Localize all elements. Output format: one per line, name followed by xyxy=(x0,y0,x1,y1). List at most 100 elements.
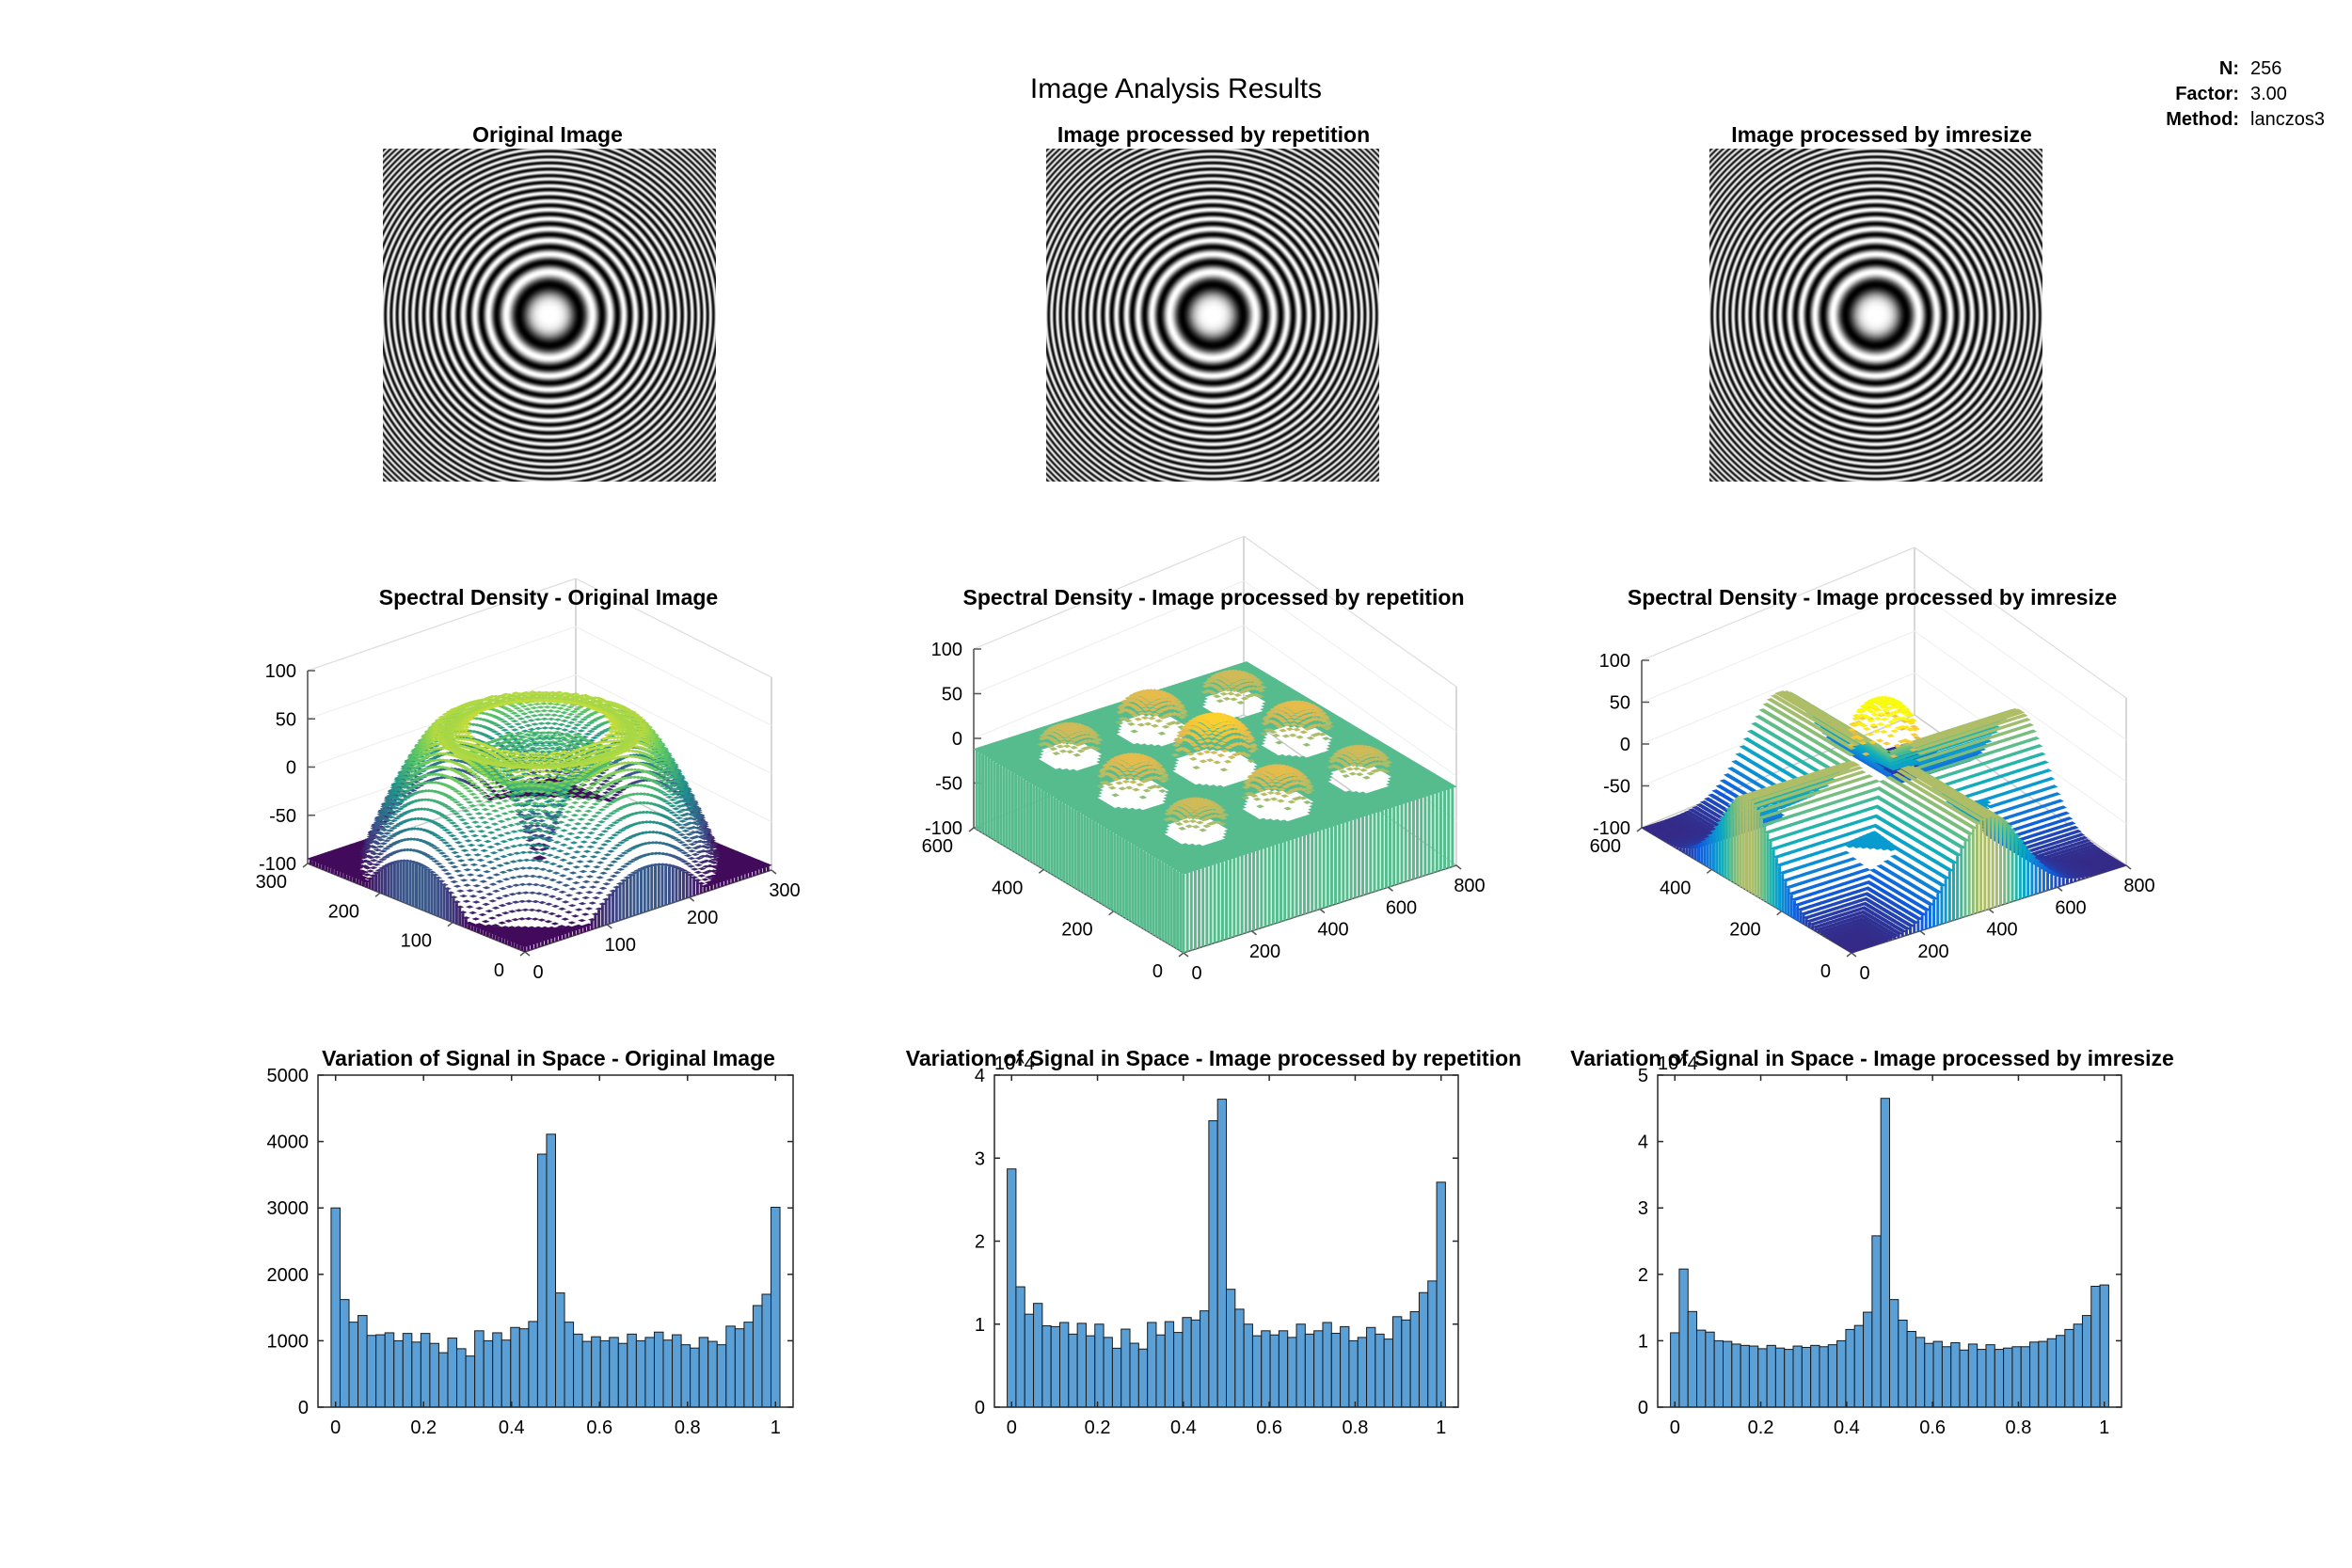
surface-cell xyxy=(691,860,700,863)
surface-cell xyxy=(600,830,610,833)
surface-cell xyxy=(447,847,456,851)
surface-cell xyxy=(556,714,565,718)
surface-cell xyxy=(541,893,550,896)
surface-cell xyxy=(438,826,448,830)
surface-cell xyxy=(529,858,538,863)
x-tick xyxy=(689,896,695,902)
surface-cell xyxy=(532,882,541,887)
surface-cell xyxy=(580,813,590,817)
surface-cell xyxy=(578,918,586,923)
surface-cell xyxy=(519,850,528,854)
surface-cell xyxy=(519,705,529,708)
surface-cell xyxy=(462,798,471,801)
surface-cell xyxy=(497,819,506,823)
surface-cell xyxy=(545,743,554,748)
surface-cell xyxy=(565,847,575,850)
surface-cell xyxy=(581,895,591,900)
zone-plate-image-2 xyxy=(1709,149,2042,482)
surface-cell xyxy=(489,851,499,855)
surface-cell xyxy=(378,858,388,862)
surface-cell xyxy=(574,809,582,813)
y-tick-label: 100 xyxy=(401,931,432,952)
surface-cell xyxy=(441,841,451,845)
surface-cell xyxy=(532,702,542,706)
surface-cell xyxy=(551,871,561,875)
y-tick xyxy=(519,951,526,957)
surface-cell xyxy=(555,739,564,743)
surface-cell xyxy=(526,850,534,854)
surface-cell xyxy=(498,904,507,908)
surface-cell xyxy=(531,899,540,904)
surface-cell xyxy=(582,864,592,868)
surface-cell xyxy=(378,849,388,853)
surface-cell xyxy=(462,786,471,790)
surface-cell xyxy=(511,918,520,922)
zone-plate-rings xyxy=(1709,149,2042,482)
surface-cell xyxy=(465,905,474,909)
surface-cell xyxy=(519,835,529,839)
surface-cell xyxy=(509,845,518,848)
surface-cell xyxy=(537,918,547,922)
surface-cell xyxy=(386,829,395,832)
surface-cell xyxy=(503,714,512,718)
surface-cell xyxy=(507,910,516,913)
z-grid xyxy=(307,626,577,720)
surface-cell xyxy=(490,809,500,813)
surface-cell xyxy=(447,861,456,865)
surface-cell xyxy=(481,820,489,825)
surface-cell xyxy=(484,826,493,830)
surface-cell xyxy=(554,914,564,918)
surface-cell xyxy=(463,883,471,887)
surface-cell xyxy=(549,713,559,717)
surface-cell xyxy=(492,873,501,877)
surface-cell xyxy=(476,874,485,878)
surface-cell xyxy=(486,831,496,834)
surface-cell xyxy=(553,718,563,721)
surface-cell xyxy=(493,828,502,832)
surface-cell xyxy=(681,829,691,832)
surface-cell xyxy=(379,842,389,846)
surface-cell xyxy=(590,736,599,740)
surface-cell xyxy=(369,865,378,870)
surface-cell xyxy=(694,863,703,867)
surface-cell xyxy=(485,893,494,896)
surface-cell xyxy=(459,894,469,898)
surface-cell xyxy=(524,723,532,727)
surface-cell xyxy=(603,839,612,843)
surface-cell xyxy=(608,784,617,788)
surface-cell xyxy=(503,722,513,726)
surface-cell xyxy=(594,811,603,815)
surface-cell xyxy=(447,876,455,879)
surface-cell xyxy=(545,885,554,889)
surface-cell xyxy=(501,799,510,803)
surface-cell xyxy=(510,830,518,833)
surface-cell xyxy=(518,882,527,886)
surface-cell xyxy=(596,861,605,864)
surface-cell xyxy=(469,792,478,796)
surface-cell xyxy=(519,712,529,716)
surface-cell xyxy=(589,855,598,859)
surface-cell xyxy=(443,872,453,876)
surface-cell xyxy=(547,726,556,730)
surface-cell xyxy=(469,847,479,852)
surface-cell xyxy=(561,900,570,904)
surface-cell xyxy=(481,920,490,924)
surface-cell xyxy=(602,882,612,886)
surface-cell xyxy=(593,836,602,841)
surface-cell xyxy=(373,855,382,859)
surface-cell xyxy=(557,722,566,726)
surface-cell xyxy=(605,802,613,806)
surface-cell xyxy=(458,818,467,822)
surface-cell xyxy=(500,825,509,829)
surface-cell xyxy=(580,826,589,830)
surface-cell xyxy=(567,904,577,908)
surface-cell xyxy=(452,824,460,828)
surface-cell xyxy=(490,822,500,826)
surface-cell xyxy=(375,860,384,863)
surface-cell xyxy=(531,818,540,823)
surface-cell xyxy=(564,911,573,914)
z-tick-label: 0 xyxy=(286,758,296,779)
surface-cell xyxy=(684,846,693,849)
surface-cell xyxy=(366,862,375,866)
surface-cell xyxy=(684,839,693,843)
